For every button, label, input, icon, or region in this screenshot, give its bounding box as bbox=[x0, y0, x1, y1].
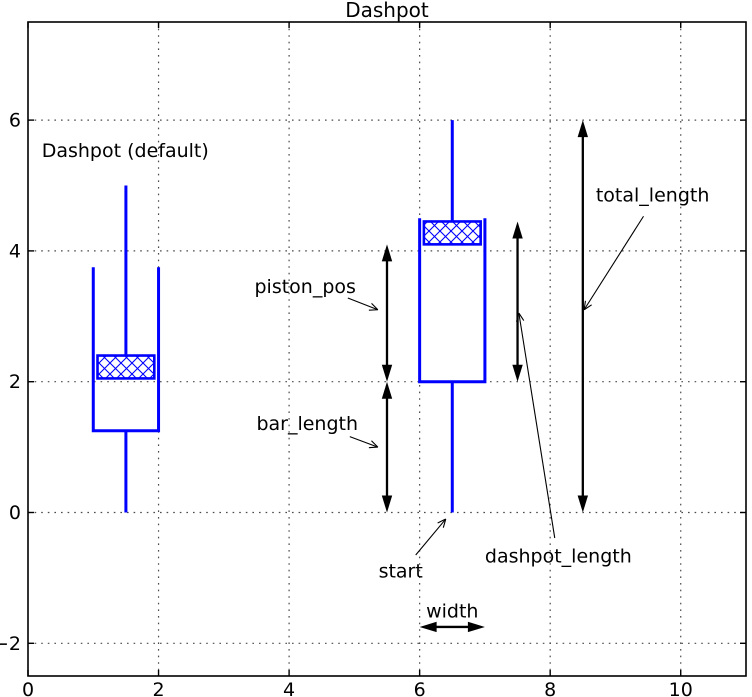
start-annotation-label: start bbox=[379, 561, 423, 583]
x-tick-label: 10 bbox=[669, 679, 693, 697]
piston_pos-arrow bbox=[381, 244, 393, 382]
pointer-barb bbox=[518, 312, 525, 321]
bar_length-arrow bbox=[381, 381, 393, 513]
arrowhead bbox=[381, 244, 393, 262]
piston_pos-annotation-label: piston_pos bbox=[254, 276, 355, 298]
piston_pos-annotation: piston_pos bbox=[254, 276, 379, 311]
x-tick-label: 0 bbox=[22, 679, 34, 697]
bar_length-pointer-line bbox=[349, 436, 379, 448]
total_length-pointer-line bbox=[583, 215, 644, 311]
arrowhead bbox=[381, 381, 393, 399]
pointer-barb bbox=[442, 518, 447, 528]
total_length-annotation-label: total_length bbox=[596, 185, 710, 207]
pointer-barb bbox=[371, 302, 379, 311]
y-tick-label: 4 bbox=[9, 240, 21, 262]
arrowhead bbox=[419, 621, 437, 633]
x-tick-label: 6 bbox=[414, 679, 426, 697]
y-tick-label: 6 bbox=[9, 110, 21, 132]
dashpot-annotated-piston bbox=[422, 220, 482, 246]
arrowhead bbox=[467, 621, 485, 633]
dashpot-default-cylinder bbox=[91, 267, 161, 433]
width-annotation: width bbox=[426, 601, 478, 623]
x-tick-label: 8 bbox=[544, 679, 556, 697]
start-pointer-line bbox=[415, 518, 447, 556]
y-tick-label: 2 bbox=[9, 371, 21, 393]
dashpot_length-arrow bbox=[512, 221, 523, 382]
width-arrow bbox=[419, 621, 485, 633]
tick-marks bbox=[27, 22, 746, 676]
dashpot-default-symbol bbox=[91, 185, 161, 513]
grid bbox=[28, 22, 746, 676]
x-tick-label: 2 bbox=[152, 679, 164, 697]
dashpot-default-piston bbox=[96, 354, 156, 380]
axes-spines bbox=[27, 21, 747, 677]
total_length-arrow bbox=[577, 120, 589, 513]
total_length-annotation: total_length bbox=[583, 185, 710, 311]
chart-title: Dashpot bbox=[345, 0, 429, 22]
dashpot-default-label: Dashpot (default) bbox=[42, 140, 209, 162]
bar_length-annotation: bar_length bbox=[256, 413, 379, 449]
arrowhead bbox=[512, 221, 523, 239]
arrowhead bbox=[577, 495, 589, 513]
width-annotation-label: width bbox=[426, 601, 478, 623]
pointer-barb bbox=[371, 440, 379, 448]
dashpot-annotated-cylinder bbox=[418, 218, 487, 384]
pointer-barb bbox=[583, 304, 592, 311]
pointer-barb bbox=[437, 518, 446, 524]
piston_pos-pointer-line bbox=[347, 297, 379, 311]
arrowhead bbox=[512, 364, 523, 382]
dashpot_length-annotation: dashpot_length bbox=[485, 312, 632, 568]
y-tick-label: −2 bbox=[0, 633, 21, 655]
pointer-barb bbox=[583, 300, 586, 310]
pointer-barb bbox=[515, 312, 520, 322]
dashpot_length-pointer-line bbox=[518, 312, 556, 539]
pointer-barb bbox=[368, 446, 378, 449]
arrowhead bbox=[381, 495, 393, 513]
dashpot_length-annotation-label: dashpot_length bbox=[485, 546, 632, 568]
dashpot-annotated-symbol bbox=[418, 120, 487, 513]
arrowhead bbox=[381, 364, 393, 382]
start-annotation: start bbox=[379, 518, 447, 583]
x-tick-label: 4 bbox=[283, 679, 295, 697]
arrowhead bbox=[577, 120, 589, 138]
y-tick-label: 0 bbox=[9, 502, 21, 524]
bar_length-annotation-label: bar_length bbox=[256, 413, 358, 435]
